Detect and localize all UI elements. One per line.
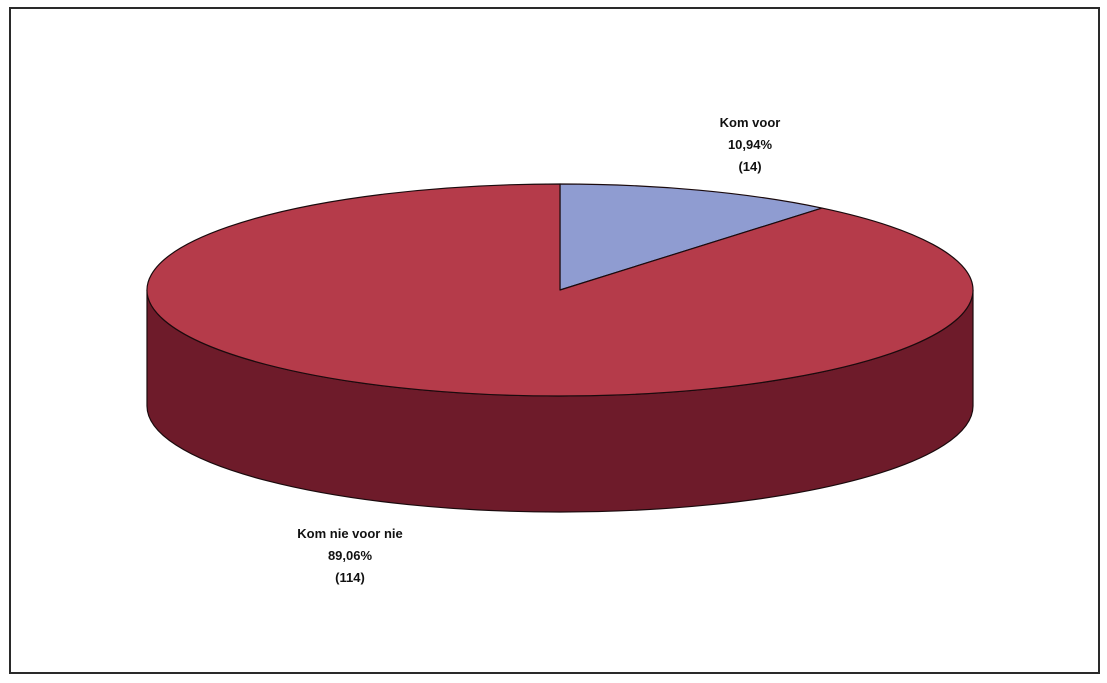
slice-label-kom-voor-count: (14): [738, 159, 762, 174]
slice-label-kom-nie-voor-nie: Kom nie voor nie 89,06% (114): [260, 523, 440, 589]
slice-label-kom-nie-voor-nie-count: (114): [335, 570, 365, 585]
slice-label-kom-nie-voor-nie-name: Kom nie voor nie: [297, 526, 403, 541]
slice-label-kom-voor-percent: 10,94%: [727, 137, 773, 152]
slice-label-kom-voor-name: Kom voor: [719, 115, 781, 130]
pie-slice-1: [146, 183, 974, 397]
slice-label-kom-voor: Kom voor 10,94% (14): [680, 112, 820, 178]
slice-label-kom-nie-voor-nie-percent: 89,06%: [327, 548, 373, 563]
pie-slice-0: [559, 183, 823, 291]
